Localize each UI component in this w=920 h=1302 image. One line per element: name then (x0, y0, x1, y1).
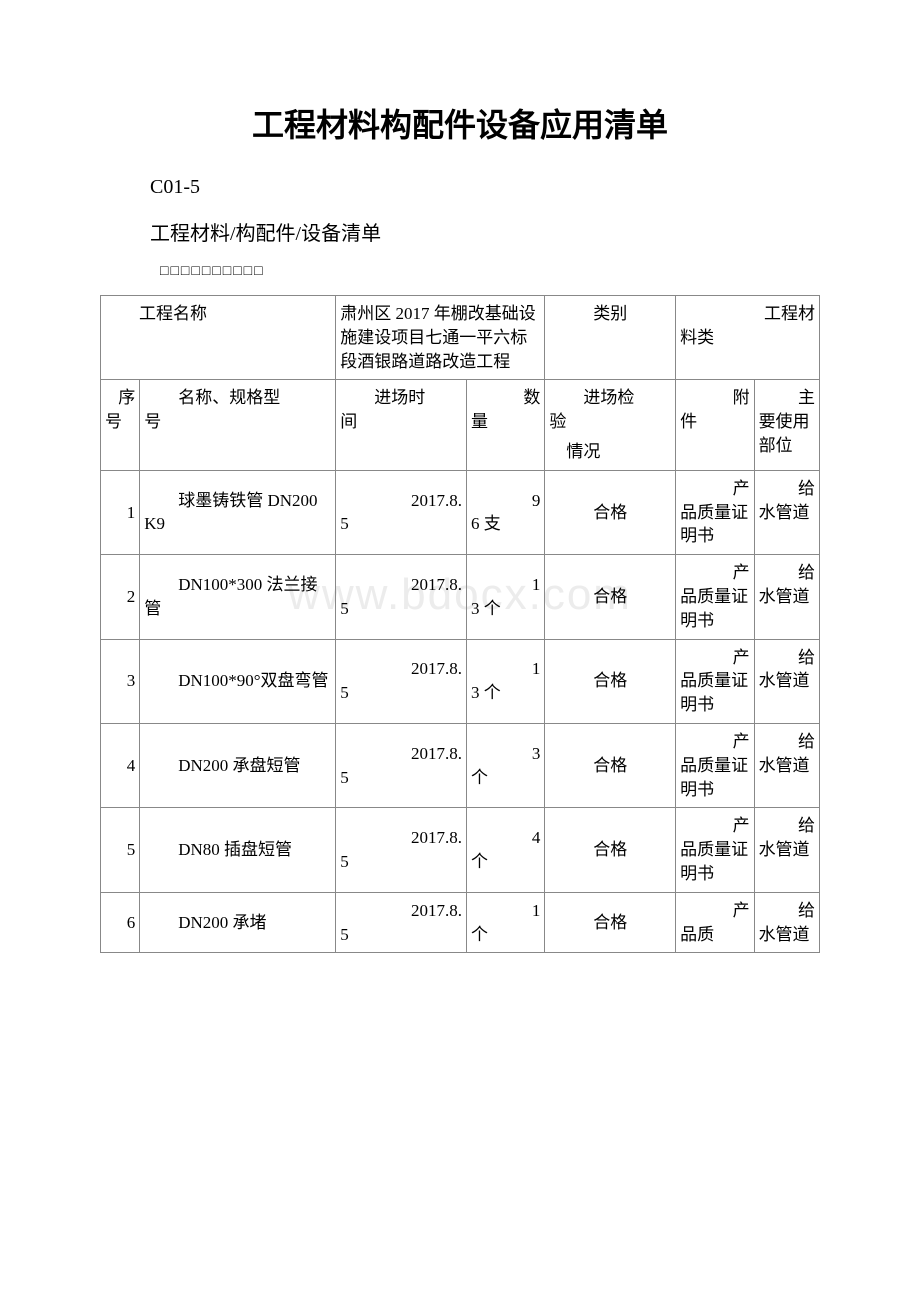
row-usage: 给水管道 (754, 639, 819, 723)
row-inspection: 合格 (545, 555, 676, 639)
row-seq: 2 (101, 555, 140, 639)
col-insp-2: 验 (549, 412, 566, 431)
project-name-value: 肃州区 2017 年棚改基础设施建设项目七通一平六标段酒银路道路改造工程 (336, 296, 545, 380)
row-seq: 5 (101, 808, 140, 892)
table-row: 4DN200 承盘短管2017.8.53个合格产品质量证明书给水管道 (101, 723, 820, 807)
row-inspection: 合格 (545, 639, 676, 723)
col-use-1: 主 (759, 386, 815, 410)
row-seq: 6 (101, 892, 140, 953)
table-row: 1球墨铸铁管 DN200 K92017.8.596 支合格产品质量证明书给水管道 (101, 470, 820, 554)
row-date: 2017.8.5 (336, 808, 467, 892)
col-date-1: 进场时 (340, 386, 462, 410)
row-seq: 4 (101, 723, 140, 807)
row-usage: 给水管道 (754, 808, 819, 892)
row-name: DN200 承堵 (140, 892, 336, 953)
row-date: 2017.8.5 (336, 723, 467, 807)
col-seq-1: 序 (105, 386, 135, 410)
col-att-1: 附 (680, 386, 749, 410)
row-date: 2017.8.5 (336, 470, 467, 554)
table-header-project-row: 工程名 称 肃州区 2017 年棚改基础设施建设项目七通一平六标段酒银路道路改造… (101, 296, 820, 380)
row-attachment: 产品质量证明书 (676, 555, 754, 639)
row-qty: 13 个 (467, 639, 545, 723)
category-label: 类别 (545, 296, 676, 380)
row-qty: 13 个 (467, 555, 545, 639)
row-attachment: 产品质量证明书 (676, 639, 754, 723)
row-attachment: 产品质量证明书 (676, 808, 754, 892)
material-category-label-1: 工程材 (680, 302, 815, 326)
row-date: 2017.8.5 (336, 892, 467, 953)
row-attachment: 产品质量证明书 (676, 723, 754, 807)
col-name-1: 名称、规格型 (144, 386, 331, 410)
table-row: 6DN200 承堵2017.8.51个合格产品质给水管道 (101, 892, 820, 953)
table-row: 5DN80 插盘短管2017.8.54个合格产品质量证明书给水管道 (101, 808, 820, 892)
materials-table: 工程名 称 肃州区 2017 年棚改基础设施建设项目七通一平六标段酒银路道路改造… (100, 295, 820, 953)
row-inspection: 合格 (545, 892, 676, 953)
row-date: 2017.8.5 (336, 555, 467, 639)
row-name: 球墨铸铁管 DN200 K9 (140, 470, 336, 554)
table-row: 3DN100*90°双盘弯管2017.8.513 个合格产品质量证明书给水管道 (101, 639, 820, 723)
row-attachment: 产品质 (676, 892, 754, 953)
row-seq: 1 (101, 470, 140, 554)
row-qty: 96 支 (467, 470, 545, 554)
row-inspection: 合格 (545, 470, 676, 554)
col-att-2: 件 (680, 412, 697, 431)
col-insp-1: 进场检 (549, 386, 671, 410)
row-usage: 给水管道 (754, 723, 819, 807)
form-subtitle: 工程材料/构配件/设备清单 (150, 217, 820, 246)
row-date: 2017.8.5 (336, 639, 467, 723)
row-usage: 给水管道 (754, 555, 819, 639)
table-column-header-row: 序 号 名称、规格型 号 进场时 间 数 量 进场检 验 情况 附 (101, 380, 820, 470)
row-qty: 3个 (467, 723, 545, 807)
row-inspection: 合格 (545, 723, 676, 807)
material-category-label-2: 料类 (680, 328, 714, 347)
row-qty: 4个 (467, 808, 545, 892)
row-seq: 3 (101, 639, 140, 723)
checkbox-row: □□□□□□□□□□ (160, 264, 820, 280)
row-usage: 给水管道 (754, 470, 819, 554)
row-attachment: 产品质量证明书 (676, 470, 754, 554)
row-qty: 1个 (467, 892, 545, 953)
col-date-2: 间 (340, 412, 357, 431)
row-inspection: 合格 (545, 808, 676, 892)
col-name-2: 号 (144, 412, 161, 431)
form-code: C01-5 (150, 176, 820, 199)
page-title: 工程材料构配件设备应用清单 (100, 100, 820, 146)
col-insp-3: 情况 (549, 440, 671, 464)
col-seq-2: 号 (105, 412, 122, 431)
row-name: DN200 承盘短管 (140, 723, 336, 807)
row-name: DN80 插盘短管 (140, 808, 336, 892)
row-usage: 给水管道 (754, 892, 819, 953)
col-use-2: 要使用部位 (759, 412, 810, 455)
col-qty-1: 数 (471, 386, 540, 410)
row-name: DN100*300 法兰接管 (140, 555, 336, 639)
table-row: 2DN100*300 法兰接管2017.8.513 个合格产品质量证明书给水管道 (101, 555, 820, 639)
col-qty-2: 量 (471, 412, 488, 431)
row-name: DN100*90°双盘弯管 (140, 639, 336, 723)
